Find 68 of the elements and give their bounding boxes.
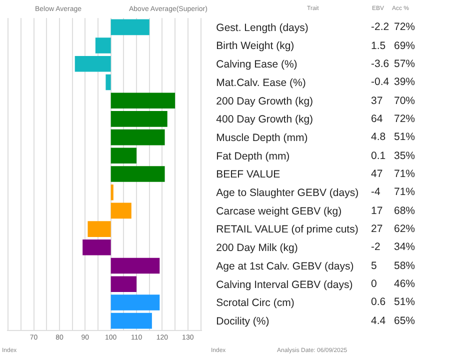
text: 58% xyxy=(394,260,416,272)
text: 71% xyxy=(394,186,416,198)
bar xyxy=(110,129,165,146)
bar xyxy=(110,258,160,274)
text: 5 xyxy=(371,260,377,272)
text: -2.2 xyxy=(371,21,390,33)
text: 69% xyxy=(394,40,416,52)
bar xyxy=(110,111,168,127)
bar xyxy=(110,294,160,310)
text: 27 xyxy=(371,223,383,235)
text: 51% xyxy=(394,296,416,308)
text: 68% xyxy=(394,205,416,217)
text: 71% xyxy=(394,168,416,180)
y-tick-label: Carcase weight GEBV (kg) xyxy=(216,205,342,218)
text: 70% xyxy=(394,95,416,107)
bar xyxy=(82,240,111,256)
text: 72% xyxy=(394,113,416,125)
bar xyxy=(110,19,150,36)
text: 62% xyxy=(394,223,416,235)
y-tick-label: Scrotal Circ (cm) xyxy=(216,297,294,310)
bar xyxy=(110,166,165,182)
text: 37 xyxy=(371,95,383,107)
y-tick-label: 400 Day Growth (kg) xyxy=(216,114,314,126)
text: 39% xyxy=(394,76,416,88)
text: 4.4 xyxy=(371,315,386,327)
bar xyxy=(95,38,111,54)
text: 17 xyxy=(371,205,383,217)
y-tick-label: Age to Slaughter GEBV (days) xyxy=(216,187,359,200)
text: 0.6 xyxy=(371,296,386,308)
text: 57% xyxy=(394,58,416,70)
text: 1.5 xyxy=(371,40,386,52)
text: -2 xyxy=(371,241,380,253)
text: -3.6 xyxy=(371,58,390,70)
y-tick-label: Birth Weight (kg) xyxy=(216,40,294,52)
bar xyxy=(110,184,114,200)
text: 0 xyxy=(371,278,377,290)
bar xyxy=(74,56,111,72)
y-tick-label: Calving Interval GEBV (days) xyxy=(216,278,353,291)
text: 65% xyxy=(394,315,416,327)
y-tick-label: BEEF VALUE xyxy=(216,168,280,181)
text: 46% xyxy=(394,278,416,290)
text: 35% xyxy=(394,150,416,162)
y-tick-label: Muscle Depth (mm) xyxy=(216,132,308,144)
bar xyxy=(110,312,152,329)
bar xyxy=(110,276,137,292)
text: -0.4 xyxy=(371,76,390,88)
y-tick-label: Age at 1st Calv. GEBV (days) xyxy=(216,260,354,272)
y-tick-label: Docility (%) xyxy=(216,315,270,328)
y-tick-label: RETAIL VALUE (of prime cuts) xyxy=(216,224,358,236)
bar xyxy=(110,148,137,164)
bar xyxy=(88,221,111,237)
y-tick-label: Fat Depth (mm) xyxy=(216,150,290,162)
text: -4 xyxy=(371,186,380,198)
y-tick-label: Calving Ease (%) xyxy=(216,58,298,71)
text: 64 xyxy=(371,113,383,125)
text: 72% xyxy=(394,21,416,33)
bar xyxy=(110,92,176,108)
y-tick-label: 200 Day Growth (kg) xyxy=(216,95,314,108)
y-tick-label: Gest. Length (days) xyxy=(216,22,308,34)
text: 4.8 xyxy=(371,131,386,143)
y-tick-label: 200 Day Milk (kg) xyxy=(216,242,298,254)
text: 47 xyxy=(371,168,383,180)
y-tick-label: Mat.Calv. Ease (%) xyxy=(216,76,306,89)
text: 0.1 xyxy=(371,150,386,162)
bar xyxy=(106,74,111,90)
bar xyxy=(110,202,132,219)
text: 34% xyxy=(394,241,416,253)
text: 51% xyxy=(394,131,416,143)
